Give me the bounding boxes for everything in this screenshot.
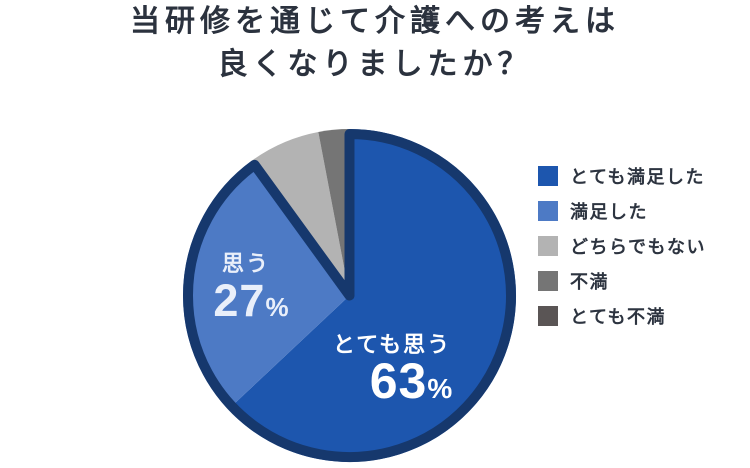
pie-slice-3 <box>318 129 350 296</box>
percent-sign: % <box>427 373 453 404</box>
legend-swatch <box>538 166 558 186</box>
pie-slice-0 <box>228 129 517 462</box>
pie-outline <box>183 129 516 462</box>
pie-value-totemo-omou: 63% <box>370 352 453 410</box>
percent-sign: % <box>265 292 289 322</box>
legend-swatch <box>538 306 558 326</box>
legend-item-0: とても満足した <box>538 166 706 187</box>
pie-label-totemo-omou: とても思う <box>332 332 452 357</box>
legend-item-1: 満足した <box>538 201 706 222</box>
legend-label: 満足した <box>570 202 648 222</box>
legend-item-4: とても不満 <box>538 306 706 327</box>
pie-value-omou-number: 27 <box>213 275 266 326</box>
legend-swatch <box>538 201 558 221</box>
pie-value-omou: 27% <box>213 275 288 327</box>
legend-label: とても不満 <box>570 307 667 327</box>
chart-title: 当研修を通じて介護への考えは 良くなりましたか？ <box>0 0 750 86</box>
legend-item-2: どちらでもない <box>538 236 706 257</box>
legend: とても満足した 満足したどちらでもない 不満とても不満 <box>538 166 706 327</box>
chart-title-line1: 当研修を通じて介護への考えは <box>130 5 620 38</box>
pie-slice-1 <box>182 160 350 410</box>
legend-swatch <box>538 236 558 256</box>
legend-label: 不満 <box>570 272 609 292</box>
legend-label: とても満足した <box>570 167 706 187</box>
pie-label-omou: 思う <box>221 251 271 276</box>
legend-label: どちらでもない <box>570 237 706 257</box>
chart-title-line2: 良くなりましたか？ <box>217 48 533 81</box>
legend-swatch <box>538 271 558 291</box>
legend-item-3: 不満 <box>538 271 706 292</box>
pie-value-totemo-omou-number: 63 <box>369 353 428 409</box>
